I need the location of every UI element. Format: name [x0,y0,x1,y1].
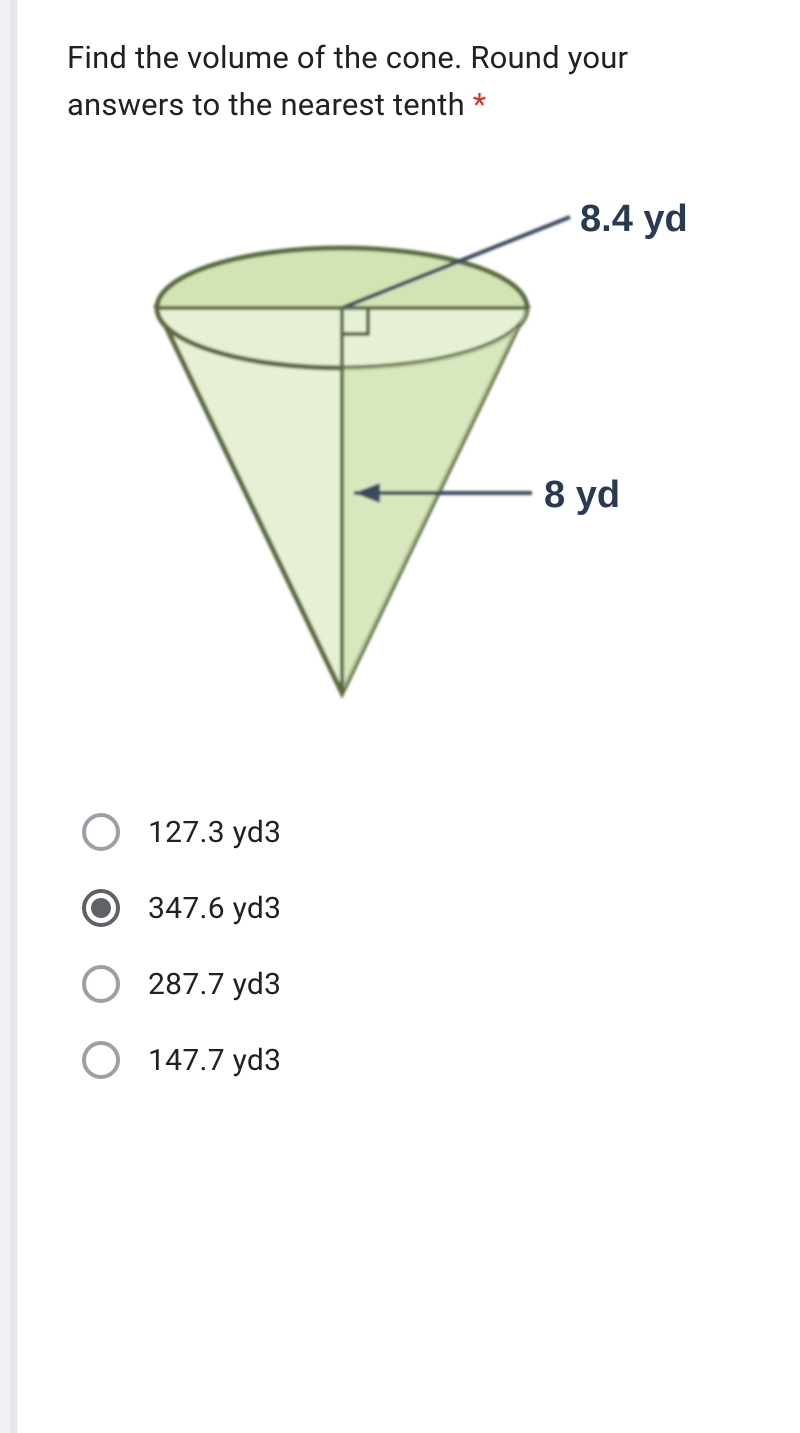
option-label: 127.3 yd3 [148,815,281,850]
radio-icon [82,889,120,927]
radio-dot-icon [91,898,111,918]
question-line2: answers to the nearest tenth [67,86,473,123]
option-label: 287.7 yd3 [148,967,281,1002]
option-0[interactable]: 127.3 yd3 [82,813,770,851]
option-1[interactable]: 347.6 yd3 [82,889,770,927]
radio-icon [82,1041,120,1079]
required-marker: * [473,86,487,123]
cone-diagram: 8.4 yd 8 yd [102,173,742,753]
radio-icon [82,813,120,851]
radio-icon [82,965,120,1003]
option-2[interactable]: 287.7 yd3 [82,965,770,1003]
question-text: Find the volume of the cone. Round your … [67,35,770,128]
radius-label: 8.4 yd [580,198,688,240]
options-group: 127.3 yd3 347.6 yd3 287.7 yd3 147.7 yd3 [67,813,770,1079]
figure-container: 8.4 yd 8 yd [67,173,770,753]
option-label: 147.7 yd3 [148,1043,281,1078]
height-label: 8 yd [544,474,620,516]
option-label: 347.6 yd3 [148,891,281,926]
question-line1: Find the volume of the cone. Round your [67,39,628,76]
option-3[interactable]: 147.7 yd3 [82,1041,770,1079]
question-card: Find the volume of the cone. Round your … [10,0,800,1433]
